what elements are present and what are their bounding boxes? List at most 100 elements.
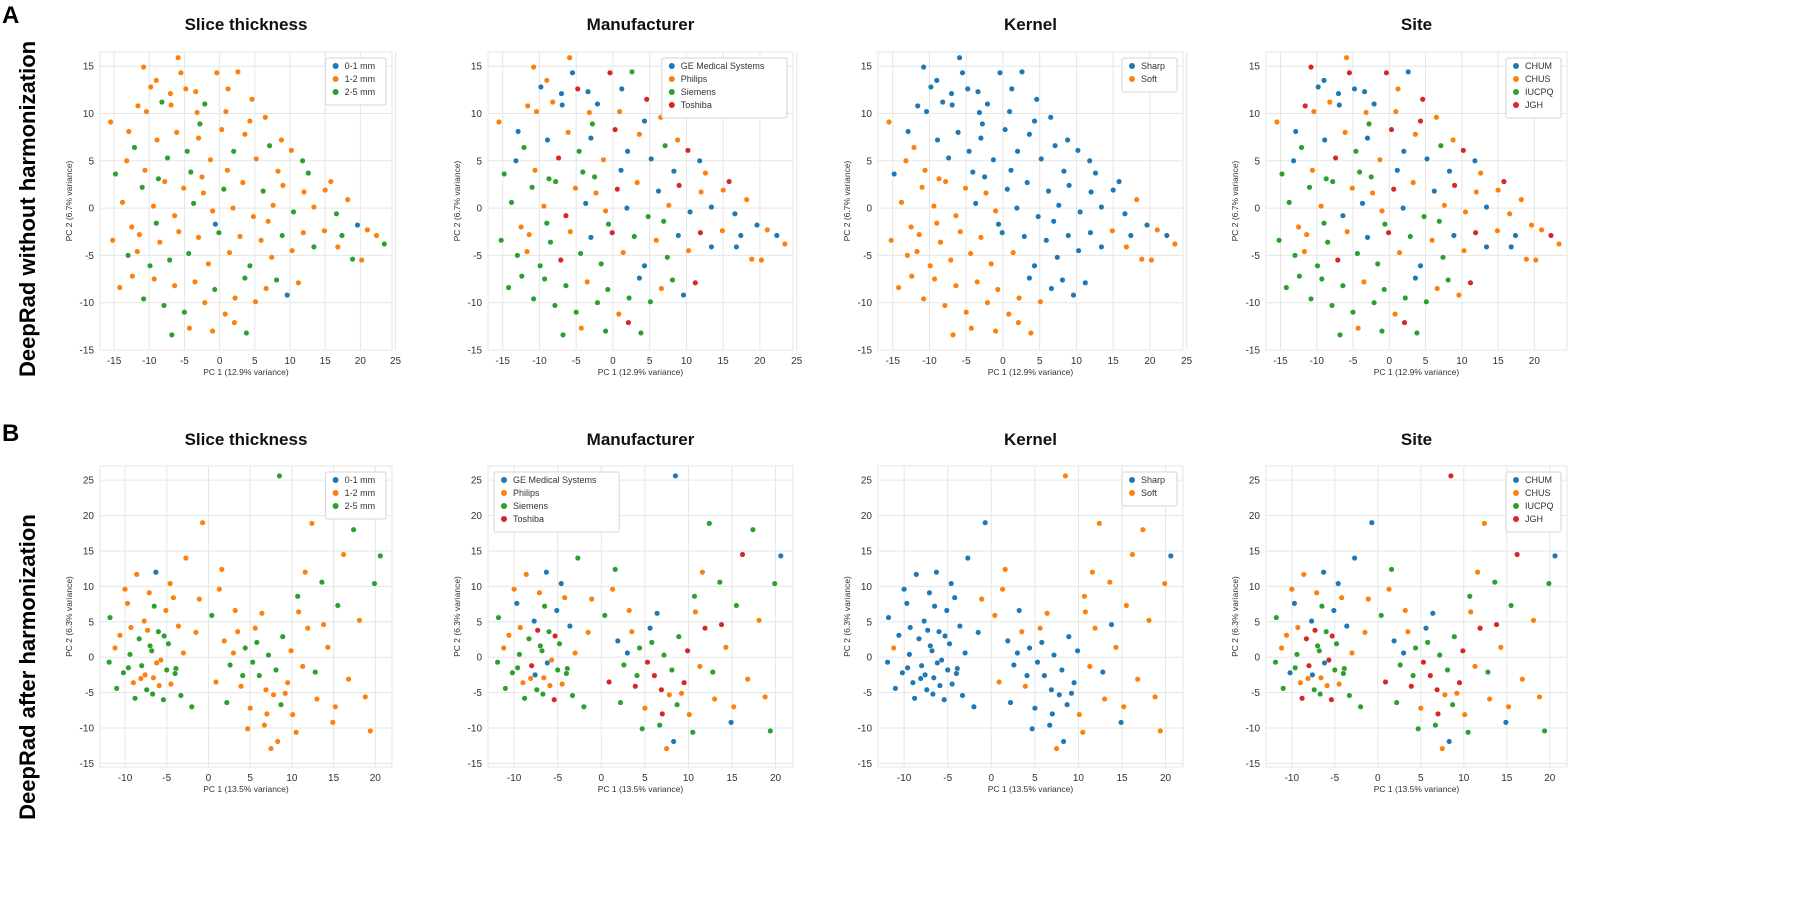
data-point <box>670 738 677 745</box>
data-point <box>1123 602 1130 609</box>
data-point <box>164 154 171 162</box>
data-point <box>943 607 950 614</box>
y-tick-label: 5 <box>866 617 872 628</box>
data-point <box>1317 674 1325 681</box>
data-point <box>109 237 116 244</box>
data-point <box>996 69 1004 76</box>
data-point <box>544 659 551 666</box>
data-point <box>1293 651 1301 658</box>
x-tick-label: -10 <box>507 773 522 784</box>
data-point <box>552 632 559 640</box>
legend-box <box>1505 57 1562 119</box>
data-point <box>1536 693 1543 700</box>
y-tick-label: 20 <box>471 511 483 522</box>
data-point <box>953 670 960 677</box>
data-point <box>559 681 566 688</box>
data-point <box>641 118 648 125</box>
x-tick-label: -10 <box>922 356 937 367</box>
data-point <box>976 109 983 116</box>
data-point <box>1278 644 1285 652</box>
data-point <box>177 692 184 699</box>
data-point <box>939 99 946 106</box>
data-point <box>1551 552 1559 559</box>
legend-marker <box>501 516 507 522</box>
data-point <box>668 666 675 674</box>
data-point <box>981 173 988 180</box>
legend-marker <box>332 76 339 82</box>
data-point <box>198 173 206 180</box>
data-point <box>664 254 671 261</box>
data-point <box>1388 126 1395 133</box>
data-point <box>934 659 941 666</box>
x-tick-label: 25 <box>791 356 803 367</box>
data-point <box>160 302 168 309</box>
data-point <box>252 298 259 305</box>
data-point <box>1068 690 1075 697</box>
data-point <box>1361 629 1368 636</box>
data-point <box>549 99 556 106</box>
data-point <box>1297 679 1304 686</box>
data-point <box>170 594 177 601</box>
data-point <box>625 319 632 326</box>
data-point <box>614 637 621 644</box>
data-point <box>921 167 929 174</box>
data-point <box>684 647 691 654</box>
x-tick-label: 15 <box>320 356 332 367</box>
data-point <box>131 144 138 151</box>
data-point <box>327 178 334 185</box>
data-point <box>653 237 660 244</box>
data-point <box>719 227 726 234</box>
data-point <box>1392 108 1399 115</box>
x-tick-label: 20 <box>1160 773 1172 784</box>
data-point <box>1321 136 1328 144</box>
data-point <box>524 102 531 109</box>
data-point <box>956 623 963 630</box>
data-point <box>543 220 550 227</box>
data-point <box>1145 617 1153 624</box>
data-point <box>1545 580 1552 587</box>
data-point <box>572 185 579 192</box>
data-point <box>1323 628 1330 635</box>
data-point <box>636 131 643 138</box>
y-axis-label: PC 2 (6.7% variance) <box>842 160 852 241</box>
data-point <box>574 555 581 562</box>
data-point <box>645 213 652 220</box>
data-point <box>156 239 163 246</box>
data-point <box>559 101 566 109</box>
data-point <box>1133 196 1140 203</box>
data-point <box>299 157 306 164</box>
data-point <box>999 229 1006 236</box>
data-point <box>1005 311 1012 318</box>
data-point <box>1127 232 1134 239</box>
data-point <box>1148 257 1155 264</box>
data-point <box>884 659 891 666</box>
data-point <box>637 329 644 337</box>
data-point <box>1427 672 1434 679</box>
y-tick-label: 25 <box>471 476 483 487</box>
y-axis-label: PC 2 (6.7% variance) <box>452 160 462 241</box>
data-point <box>1481 520 1488 527</box>
data-point <box>1364 135 1371 142</box>
plot-frame <box>877 465 1184 768</box>
data-point <box>924 627 931 634</box>
y-tick-label: 15 <box>861 546 873 557</box>
data-point <box>1089 569 1096 576</box>
data-point <box>1402 607 1409 614</box>
legend-marker <box>1513 516 1519 522</box>
data-point <box>1082 279 1089 286</box>
data-point <box>1339 282 1346 289</box>
data-point <box>927 262 934 269</box>
y-tick-label: 0 <box>1254 653 1260 664</box>
data-point <box>527 675 534 682</box>
data-point <box>196 120 203 127</box>
data-point <box>1352 148 1359 155</box>
y-tick-label: -15 <box>80 346 95 357</box>
data-point <box>934 136 941 144</box>
data-point <box>923 108 930 115</box>
data-point <box>1349 309 1357 316</box>
data-point <box>1082 608 1089 615</box>
data-point <box>905 128 912 135</box>
x-tick-label: 5 <box>647 356 653 367</box>
data-point <box>530 295 537 302</box>
data-point <box>1429 610 1436 617</box>
